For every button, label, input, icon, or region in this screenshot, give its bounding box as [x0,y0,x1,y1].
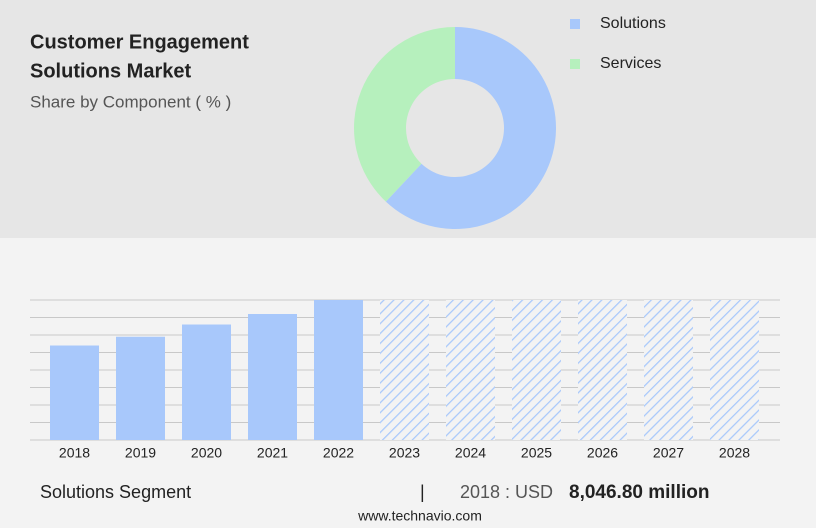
segment-label: Solutions Segment [40,482,191,502]
title: Solutions Market [30,60,191,82]
legend-label: Services [600,55,661,72]
forecast-bar [380,300,429,440]
x-tick-label: 2024 [455,445,486,461]
forecast-bar [710,300,759,440]
forecast-bar [512,300,561,440]
x-tick-label: 2018 [59,445,90,461]
site: www.technavio.com [357,508,482,524]
bar [248,314,297,440]
bar [182,324,231,440]
x-tick-label: 2021 [257,445,288,461]
x-tick-label: 2020 [191,445,222,461]
x-tick-label: 2023 [389,445,420,461]
separator: | [420,482,425,502]
legend-swatch [570,59,580,69]
x-tick-label: 2027 [653,445,684,461]
forecast-bar [578,300,627,440]
title: Customer Engagement [30,31,249,53]
pie-slice [385,27,557,229]
x-tick-label: 2022 [323,445,354,461]
bar [50,345,99,440]
legend-label: Solutions [600,15,666,32]
year-label: 2018 : USD [460,482,553,502]
bar [116,336,165,440]
amount: 8,046.80 million [569,482,709,503]
x-tick-label: 2028 [719,445,750,461]
subtitle: Share by Component ( % ) [30,92,231,111]
legend-swatch [570,19,580,29]
x-tick-label: 2019 [125,445,156,461]
x-tick-label: 2025 [521,445,552,461]
x-tick-label: 2026 [587,445,618,461]
pie-slice [354,27,455,202]
forecast-bar [644,300,693,440]
bar [314,300,363,440]
forecast-bar [446,300,495,440]
